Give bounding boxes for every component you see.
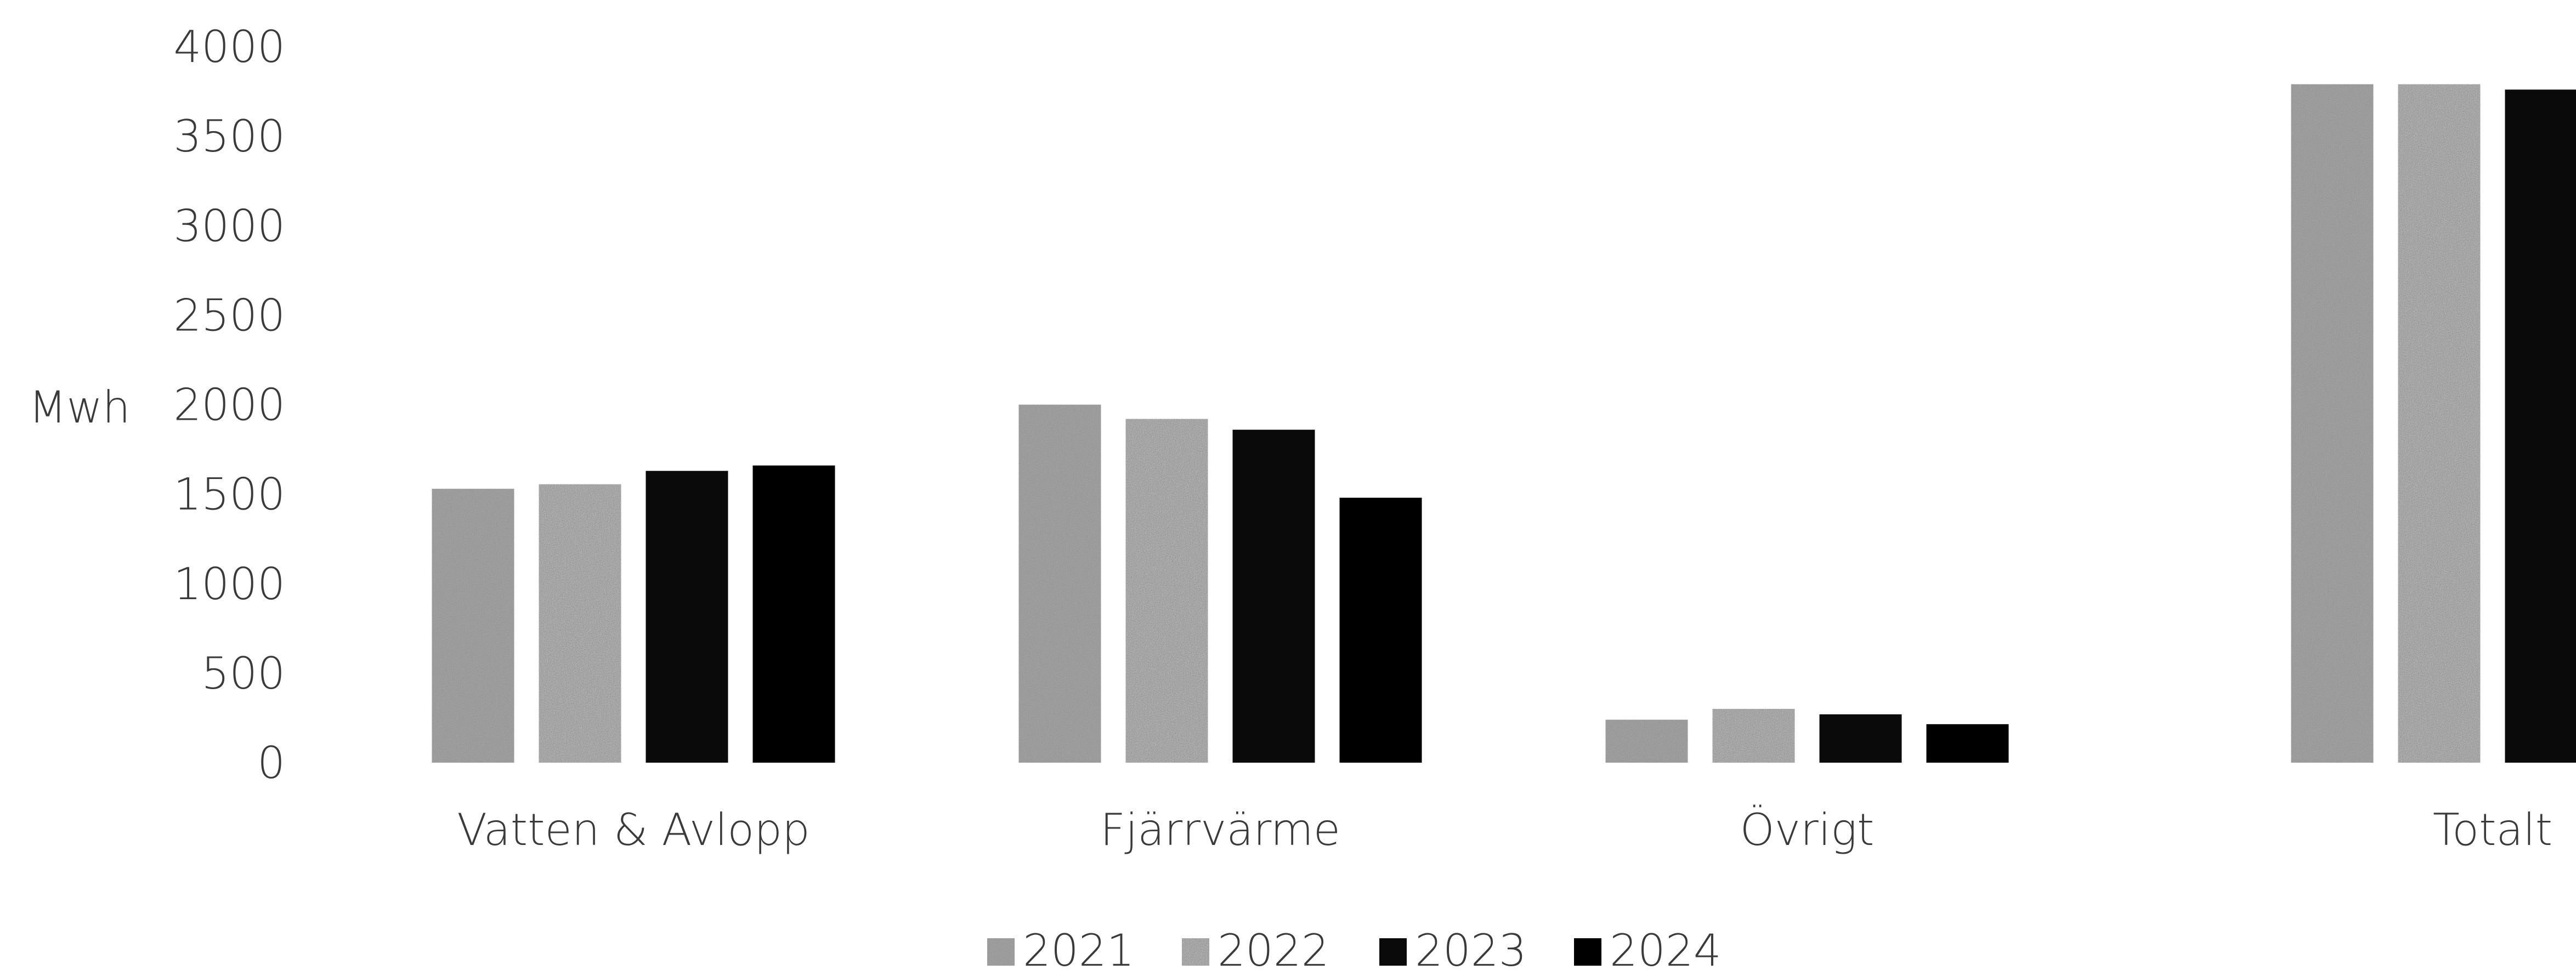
y-tick-label: 3500: [173, 111, 285, 162]
bars: [432, 84, 2576, 763]
legend-swatch: [987, 938, 1015, 966]
legend: 2021 2022 2023 2024: [987, 925, 1722, 975]
bar-2021-2: [1605, 719, 1688, 763]
bar-2021-0: [432, 488, 514, 763]
y-axis-ticks: 4000 3500 3000 2500 2000 1500 1000 500 0: [173, 21, 285, 788]
legend-label: 2021: [1023, 925, 1135, 975]
bar-2023-3: [2505, 89, 2576, 763]
bar-2022-1: [1125, 419, 1208, 763]
category-label: Övrigt: [1740, 804, 1875, 855]
bar-2024-1: [1339, 498, 1422, 763]
bar-2024-2: [1926, 724, 2009, 763]
y-tick-label: 4000: [173, 21, 285, 72]
legend-swatch: [1182, 938, 1209, 966]
category-label: Totalt: [2433, 804, 2552, 855]
y-tick-label: 3000: [173, 200, 285, 251]
category-label: Vatten & Avlopp: [457, 804, 810, 855]
category-labels: Vatten & Avlopp Fjärrvärme Övrigt Totalt: [457, 804, 2552, 855]
y-tick-label: 1500: [173, 469, 285, 520]
bar-2022-2: [1712, 709, 1795, 763]
y-tick-label: 0: [257, 737, 285, 788]
y-tick-label: 1000: [173, 559, 285, 610]
y-tick-label: 500: [201, 648, 285, 699]
legend-label: 2024: [1610, 925, 1722, 975]
legend-label: 2022: [1218, 925, 1329, 975]
bar-2022-3: [2398, 84, 2481, 763]
bar-2023-0: [646, 471, 728, 763]
y-axis-label: Mwh: [29, 382, 130, 433]
category-label: Fjärrvärme: [1100, 804, 1340, 855]
legend-swatch: [1574, 938, 1601, 966]
bar-2022-0: [539, 484, 621, 763]
bar-2023-1: [1232, 430, 1315, 763]
bar-2021-3: [2291, 84, 2374, 763]
legend-swatch: [1379, 938, 1407, 966]
bar-2021-1: [1018, 404, 1101, 763]
bar-2024-0: [752, 465, 835, 763]
legend-label: 2023: [1415, 925, 1527, 975]
y-tick-label: 2000: [173, 380, 285, 431]
bar-2023-2: [1819, 714, 1902, 763]
y-tick-label: 2500: [173, 290, 285, 341]
